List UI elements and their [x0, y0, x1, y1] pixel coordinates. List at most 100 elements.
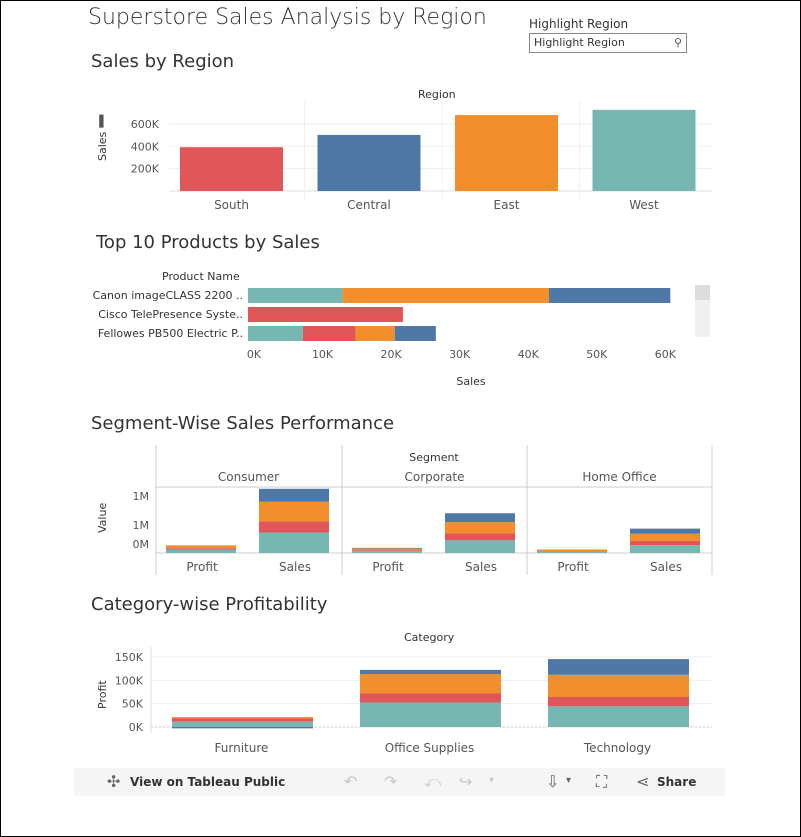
bar-segment-west[interactable]: [166, 549, 236, 553]
bar-segment-south[interactable]: [302, 326, 356, 341]
bar-segment-south[interactable]: [352, 550, 422, 551]
bar-south[interactable]: [180, 147, 283, 191]
bar-segment-south[interactable]: [445, 533, 515, 541]
undo-icon[interactable]: ↶: [344, 772, 358, 791]
y-tick-label: 0M: [133, 538, 150, 551]
bar-segment-west[interactable]: [537, 551, 607, 553]
y-axis-title: Value: [96, 503, 109, 533]
x-tick-label: 0K: [247, 348, 262, 361]
bar-segment-south[interactable]: [172, 718, 313, 722]
bar-segment-central[interactable]: [445, 513, 515, 523]
refresh-icon[interactable]: ↪: [459, 772, 473, 791]
segment-chart: Segment Consumer Profit Sales Corporate Profi…: [96, 445, 713, 575]
region-header: Region: [418, 88, 456, 101]
bar-west[interactable]: [592, 109, 696, 191]
bar-segment-west[interactable]: [360, 702, 501, 727]
bar-central[interactable]: [317, 134, 421, 191]
x-tick-label: 20K: [381, 348, 403, 361]
bar-segment-west[interactable]: [630, 545, 700, 553]
x-tick-label: Furniture: [215, 741, 269, 755]
bar-segment-south[interactable]: [166, 548, 236, 550]
bar-segment-west[interactable]: [445, 540, 515, 553]
bar-segment-west[interactable]: [248, 326, 303, 341]
bar-segment-south[interactable]: [360, 693, 501, 703]
bar-segment-west[interactable]: [548, 706, 689, 727]
bar-segment-central[interactable]: [630, 528, 700, 534]
bar-segment-central[interactable]: [352, 547, 422, 549]
bar-segment-east[interactable]: [537, 549, 607, 552]
highlight-search-input[interactable]: Highlight Region ⚲: [529, 33, 687, 53]
y-tick-label: 400K: [131, 140, 160, 153]
fullscreen-icon[interactable]: ⛶: [596, 772, 608, 791]
segment-label: Home Office: [582, 470, 656, 484]
y-tick-label: 150K: [115, 651, 144, 664]
x-tick-label: 60K: [655, 348, 677, 361]
search-icon[interactable]: ⚲: [673, 36, 682, 49]
sort-icon: ▐: [95, 114, 104, 128]
x-tick-label: East: [494, 198, 520, 212]
segment-label: Consumer: [218, 470, 279, 484]
bar-east[interactable]: [455, 115, 558, 191]
bar-segment-south[interactable]: [548, 696, 689, 707]
x-tick-label: 30K: [449, 348, 471, 361]
redo-icon[interactable]: ↷: [384, 772, 398, 791]
top-products-title: Top 10 Products by Sales: [96, 232, 320, 253]
y-tick-label: 50K: [122, 698, 144, 711]
product-label: Cisco TelePresence Syste..: [98, 308, 243, 321]
x-tick-label: Technology: [583, 741, 651, 755]
bar-segment-west[interactable]: [259, 532, 329, 553]
bar-segment-south[interactable]: [537, 551, 607, 552]
bar-segment-central[interactable]: [394, 326, 436, 341]
measure-label: Sales: [279, 560, 311, 574]
tableau-logo-icon[interactable]: ✣: [107, 772, 121, 791]
bar-segment-east[interactable]: [172, 717, 313, 719]
x-tick-label: West: [629, 198, 659, 212]
sales-by-region-chart: 200K 400K 600K South Central East West Sales ▐: [95, 101, 712, 212]
bar-segment-central[interactable]: [259, 488, 329, 502]
product-name-header: Product Name: [162, 270, 240, 283]
share-button[interactable]: Share: [657, 775, 697, 789]
download-icon[interactable]: ⇩: [546, 772, 560, 791]
segment-header: Segment: [409, 451, 459, 464]
bar-segment-west[interactable]: [172, 721, 313, 727]
y-tick-label: 0K: [129, 721, 144, 734]
category-chart: 150K 100K 50K 0K Profit Furniture Office Suppl…: [96, 647, 712, 755]
bar-segment-east[interactable]: [259, 501, 329, 522]
measure-label: Sales: [650, 560, 682, 574]
x-tick-label: Office Supplies: [385, 741, 475, 755]
y-tick-label: 600K: [131, 118, 160, 131]
bar-segment-east[interactable]: [630, 533, 700, 542]
sales-by-region-title: Sales by Region: [91, 51, 235, 72]
bar-segment-central[interactable]: [172, 727, 313, 729]
bar-segment-east[interactable]: [360, 674, 501, 694]
category-title: Category-wise Profitability: [91, 594, 328, 615]
bar-segment-south[interactable]: [248, 307, 403, 322]
y-tick-label: 100K: [115, 674, 144, 687]
bar-segment-south[interactable]: [259, 521, 329, 533]
y-tick-label: 1M: [133, 490, 150, 503]
view-on-tableau-public-button[interactable]: View on Tableau Public: [130, 775, 286, 789]
bar-segment-south[interactable]: [630, 541, 700, 546]
scrollbar-thumb[interactable]: [695, 285, 710, 300]
measure-label: Sales: [465, 560, 497, 574]
bar-segment-central[interactable]: [548, 659, 689, 675]
x-tick-label: 50K: [586, 348, 608, 361]
bar-segment-central[interactable]: [360, 669, 501, 675]
bar-segment-east[interactable]: [355, 326, 395, 341]
share-icon[interactable]: ⋖: [636, 772, 650, 791]
highlight-search-placeholder: Highlight Region: [534, 36, 625, 49]
bar-segment-central[interactable]: [548, 288, 671, 303]
bar-segment-east[interactable]: [166, 545, 236, 549]
y-tick-label: 1M: [133, 519, 150, 532]
download-dropdown-icon[interactable]: ▾: [566, 775, 572, 786]
bar-segment-east[interactable]: [352, 548, 422, 551]
bar-segment-east[interactable]: [445, 522, 515, 534]
revert-icon[interactable]: ⤺: [424, 772, 442, 791]
y-axis-title: Sales: [96, 131, 109, 161]
bar-segment-west[interactable]: [352, 550, 422, 553]
bar-segment-west[interactable]: [248, 288, 343, 303]
bar-segment-east[interactable]: [548, 674, 689, 697]
refresh-dropdown-icon[interactable]: ▾: [489, 775, 495, 786]
bar-segment-east[interactable]: [342, 288, 549, 303]
measure-label: Profit: [186, 560, 218, 574]
